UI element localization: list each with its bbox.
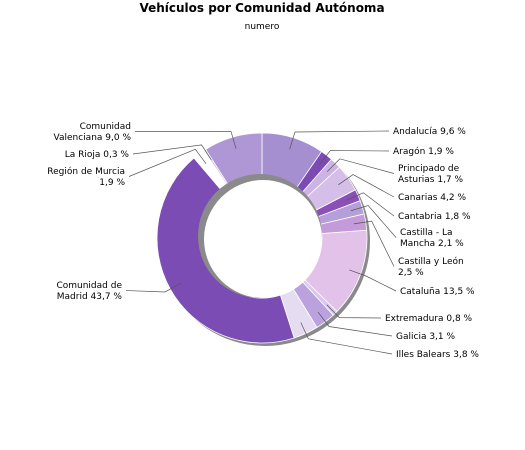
label-line: Valenciana 9,0 % xyxy=(54,133,132,143)
leader-cantabria-1-8 xyxy=(346,192,395,217)
label-galicia-3-1: Galicia 3,1 % xyxy=(396,332,455,342)
label-line: Madrid 43,7 % xyxy=(57,292,123,302)
label-canarias-4-2: Canarias 4,2 % xyxy=(398,193,466,203)
donut-hole-center xyxy=(204,180,322,298)
label-line: Asturias 1,7 % xyxy=(398,175,464,185)
slice-labels: Andalucía 9,6 % Aragón 1,9 % Principado de… xyxy=(47,122,479,360)
label-andalucia-9-6: Andalucía 9,6 % xyxy=(393,127,466,137)
leader-principado-de xyxy=(326,158,395,174)
label-line: Principado de xyxy=(398,164,460,174)
label-la-rioja-0-3: La Rioja 0,3 % xyxy=(65,150,130,160)
leader-galicia-3-1 xyxy=(317,311,393,337)
label-line: La Rioja 0,3 % xyxy=(65,150,130,160)
label-cantabria-1-8: Cantabria 1,8 % xyxy=(398,212,471,222)
leader-cataluna-13-5 xyxy=(349,269,397,292)
label-castilla-la: Castilla - La Mancha 2,1 % xyxy=(400,228,464,249)
label-line: 1,9 % xyxy=(99,178,125,188)
leader-la-rioja-0-3 xyxy=(132,144,212,161)
label-line: Extremadura 0,8 % xyxy=(385,314,473,324)
label-line: Mancha 2,1 % xyxy=(400,239,464,249)
leader-illes-balears-3-8 xyxy=(300,322,393,355)
donut-slices xyxy=(156,132,368,344)
label-line: 2,5 % xyxy=(398,268,424,278)
label-principado-de: Principado de Asturias 1,7 % xyxy=(398,164,464,185)
label-leaders xyxy=(125,130,397,355)
chart-title: Vehículos por Comunidad Autónoma xyxy=(139,1,384,15)
label-line: Canarias 4,2 % xyxy=(398,193,466,203)
leader-comunidad-de xyxy=(125,282,181,293)
label-illes-balears-3-8: Illes Balears 3,8 % xyxy=(396,350,479,360)
donut-hole xyxy=(198,174,322,298)
leader-extremadura-0-8 xyxy=(326,304,382,319)
label-line: Comunidad de xyxy=(56,281,122,291)
label-castilla-y-leon: Castilla y León 2,5 % xyxy=(398,256,464,278)
label-line: Castilla - La xyxy=(400,228,453,238)
leader-canarias-4-2 xyxy=(338,174,395,198)
leader-comunidad xyxy=(134,131,237,149)
label-comunidad-de: Comunidad de Madrid 43,7 % xyxy=(56,281,122,302)
leader-castilla-la xyxy=(350,205,397,238)
label-aragon-1-9: Aragón 1,9 % xyxy=(393,146,454,157)
label-line: Cantabria 1,8 % xyxy=(398,212,471,222)
label-line: Andalucía 9,6 % xyxy=(393,127,466,137)
label-line: Aragón 1,9 % xyxy=(393,146,454,157)
label-extremadura-0-8: Extremadura 0,8 % xyxy=(385,314,473,324)
label-comunidad: Comunidad Valenciana 9,0 % xyxy=(54,122,132,143)
label-cataluna-13-5: Cataluña 13,5 % xyxy=(400,287,475,297)
label-line: Región de Murcia xyxy=(47,166,125,177)
label-line: Galicia 3,1 % xyxy=(396,332,455,342)
label-line: Illes Balears 3,8 % xyxy=(396,350,479,360)
label-line: Cataluña 13,5 % xyxy=(400,287,475,297)
leader-region-de-murcia xyxy=(128,148,207,177)
leader-andalucia-9-6 xyxy=(289,130,390,150)
leader-aragon-1-9 xyxy=(319,150,390,165)
chart-subtitle: numero xyxy=(245,22,280,32)
label-line: Comunidad xyxy=(80,122,131,132)
label-line: Castilla y León xyxy=(398,256,464,267)
label-region-de-murcia: Región de Murcia 1,9 % xyxy=(47,166,125,188)
leader-castilla-y-leon xyxy=(353,220,395,267)
